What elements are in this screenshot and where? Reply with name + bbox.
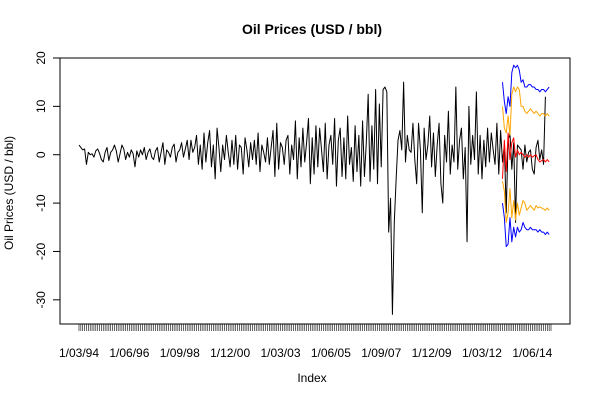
x-tick-label: 1/09/98 [160, 346, 200, 360]
observed-series-line [78, 81, 546, 315]
forecast-upper-95-line [501, 64, 550, 115]
y-tick-label: 20 [34, 51, 48, 65]
x-axis-label: Index [297, 371, 326, 385]
x-tick-label: 1/12/09 [412, 346, 452, 360]
y-tick-label: -30 [34, 291, 48, 309]
x-tick-label: 1/12/00 [210, 346, 250, 360]
x-tick-label: 1/03/94 [59, 346, 99, 360]
y-tick-label: -20 [34, 242, 48, 260]
x-tick-label: 1/06/05 [311, 346, 351, 360]
x-tick-label: 1/06/14 [512, 346, 552, 360]
x-tick-label: 1/03/03 [260, 346, 300, 360]
forecast-lower-95-line [501, 203, 550, 248]
x-tick-label: 1/03/12 [462, 346, 502, 360]
chart-title: Oil Prices (USD / bbl) [242, 21, 382, 37]
y-tick-label: 0 [34, 151, 48, 158]
forecast-upper-80-line [501, 86, 550, 136]
forecast-mean-line [501, 132, 550, 179]
x-tick-label: 1/06/96 [109, 346, 149, 360]
y-axis-label: Oil Prices (USD / bbl) [2, 136, 16, 250]
y-tick-label: -10 [34, 194, 48, 212]
y-axis: -30 -20 -10 0 10 20 [34, 51, 61, 309]
forecast-lower-80-line [501, 181, 550, 223]
series-layer [78, 64, 550, 315]
y-tick-label: 10 [34, 99, 48, 113]
x-axis: 1/03/94 1/06/96 1/09/98 1/12/00 1/03/03 1/06/… [59, 323, 553, 360]
x-tick-label: 1/09/07 [361, 346, 401, 360]
